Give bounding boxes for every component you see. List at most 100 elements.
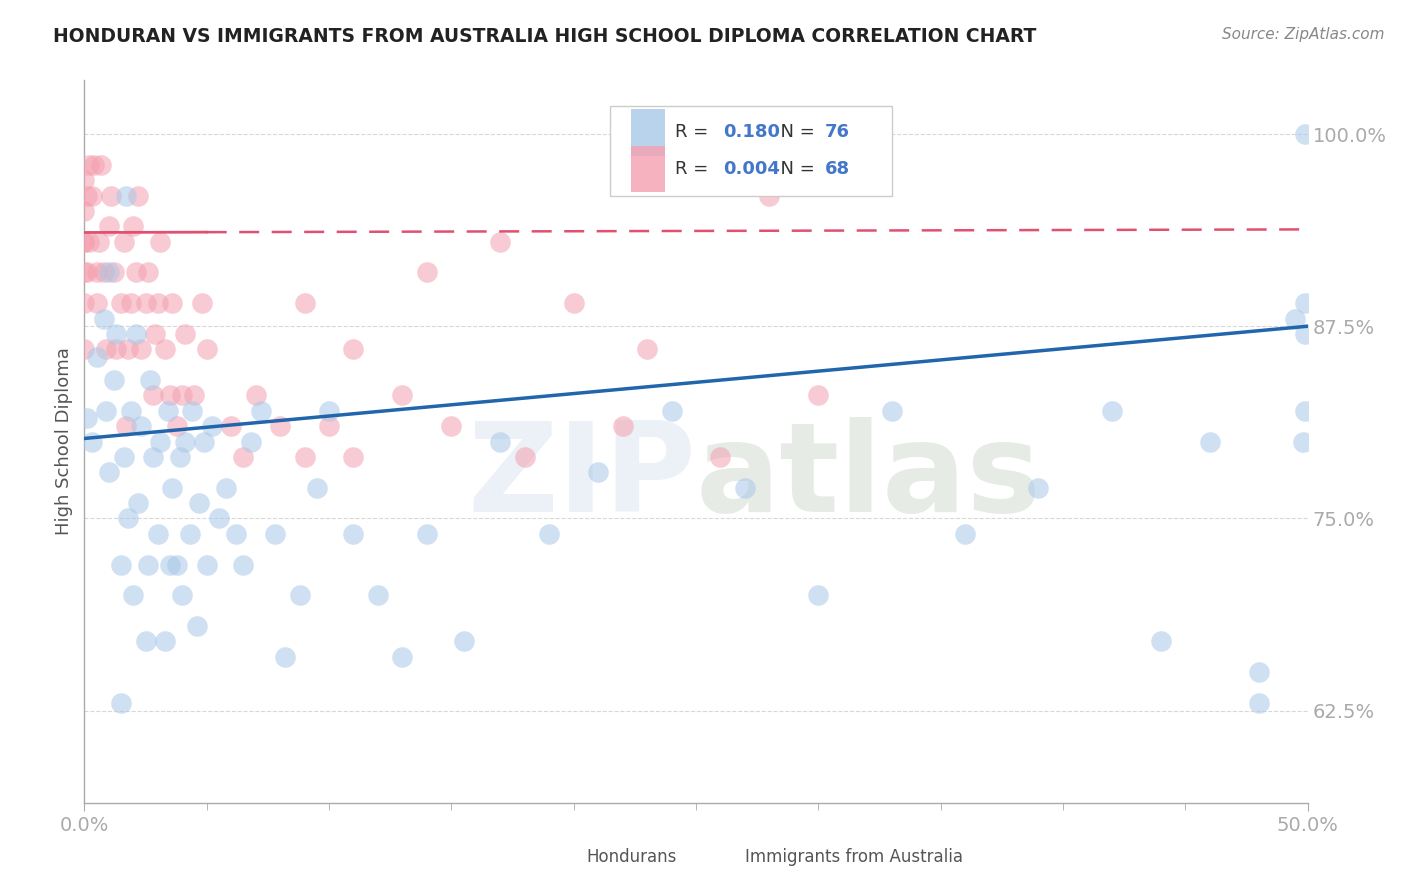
Point xyxy=(186,619,208,633)
Point xyxy=(661,404,683,418)
Point xyxy=(97,465,120,479)
Point xyxy=(100,188,122,202)
Point xyxy=(181,404,204,418)
Point xyxy=(80,434,103,449)
Point xyxy=(193,434,215,449)
Point xyxy=(87,235,110,249)
Point xyxy=(807,388,830,402)
Point xyxy=(97,265,120,279)
Point xyxy=(208,511,231,525)
Point xyxy=(1198,434,1220,449)
Point xyxy=(120,296,142,310)
Text: R =: R = xyxy=(675,123,714,142)
Point xyxy=(173,326,195,341)
Point xyxy=(1294,296,1316,310)
Point xyxy=(489,434,512,449)
Point xyxy=(188,496,211,510)
Point xyxy=(73,203,96,218)
Point xyxy=(1101,404,1123,418)
Point xyxy=(135,296,157,310)
Point xyxy=(129,343,152,357)
Point xyxy=(115,419,138,434)
Y-axis label: High School Diploma: High School Diploma xyxy=(55,348,73,535)
Point xyxy=(391,649,413,664)
Point xyxy=(294,296,316,310)
Point xyxy=(709,450,731,464)
Text: Hondurans: Hondurans xyxy=(586,848,676,866)
Point xyxy=(135,634,157,648)
Point xyxy=(125,326,148,341)
Point xyxy=(1150,634,1173,648)
Point xyxy=(1284,311,1306,326)
Bar xyxy=(631,145,665,193)
Text: 0.180: 0.180 xyxy=(723,123,780,142)
Point xyxy=(96,404,118,418)
Point xyxy=(172,588,194,602)
Point xyxy=(195,558,218,572)
Point xyxy=(112,450,135,464)
Point xyxy=(200,419,222,434)
Point xyxy=(195,343,218,357)
Point xyxy=(73,235,96,249)
Point xyxy=(139,373,162,387)
Point xyxy=(183,388,205,402)
Point xyxy=(225,526,247,541)
Point xyxy=(562,296,585,310)
Point xyxy=(416,265,439,279)
Point xyxy=(318,419,340,434)
Point xyxy=(294,450,316,464)
Point xyxy=(83,158,105,172)
Point xyxy=(136,558,159,572)
Point xyxy=(115,188,138,202)
Point xyxy=(367,588,389,602)
Point xyxy=(86,296,108,310)
Point xyxy=(807,588,830,602)
Point xyxy=(453,634,475,648)
Point xyxy=(1247,696,1270,710)
Point xyxy=(110,558,132,572)
Point xyxy=(169,450,191,464)
Point xyxy=(232,450,254,464)
Point xyxy=(215,481,238,495)
Point xyxy=(153,343,176,357)
Point xyxy=(117,343,139,357)
Text: 0.004: 0.004 xyxy=(723,160,780,178)
Point xyxy=(249,404,271,418)
Point xyxy=(245,388,267,402)
Point xyxy=(103,265,125,279)
Point xyxy=(136,265,159,279)
Text: Source: ZipAtlas.com: Source: ZipAtlas.com xyxy=(1222,27,1385,42)
Point xyxy=(122,588,145,602)
Point xyxy=(172,388,194,402)
Text: 76: 76 xyxy=(824,123,849,142)
Point xyxy=(1028,481,1050,495)
Point xyxy=(440,419,463,434)
Bar xyxy=(631,109,665,156)
Point xyxy=(110,296,132,310)
Point xyxy=(342,450,364,464)
Point xyxy=(191,296,214,310)
Point xyxy=(953,526,976,541)
Text: 68: 68 xyxy=(824,160,849,178)
Point xyxy=(173,434,195,449)
Point xyxy=(97,219,120,234)
Point xyxy=(149,434,172,449)
Point xyxy=(122,219,145,234)
Point xyxy=(76,188,98,202)
Point xyxy=(125,265,148,279)
Point xyxy=(166,558,188,572)
Point xyxy=(1247,665,1270,680)
Point xyxy=(93,265,115,279)
Point xyxy=(269,419,291,434)
Point xyxy=(86,350,108,364)
Point xyxy=(76,265,98,279)
Point xyxy=(93,311,115,326)
Point xyxy=(274,649,297,664)
Point xyxy=(219,419,242,434)
Point xyxy=(288,588,311,602)
Point xyxy=(162,481,184,495)
Point xyxy=(142,388,165,402)
Point xyxy=(612,419,634,434)
Point xyxy=(90,158,112,172)
Point xyxy=(153,634,176,648)
